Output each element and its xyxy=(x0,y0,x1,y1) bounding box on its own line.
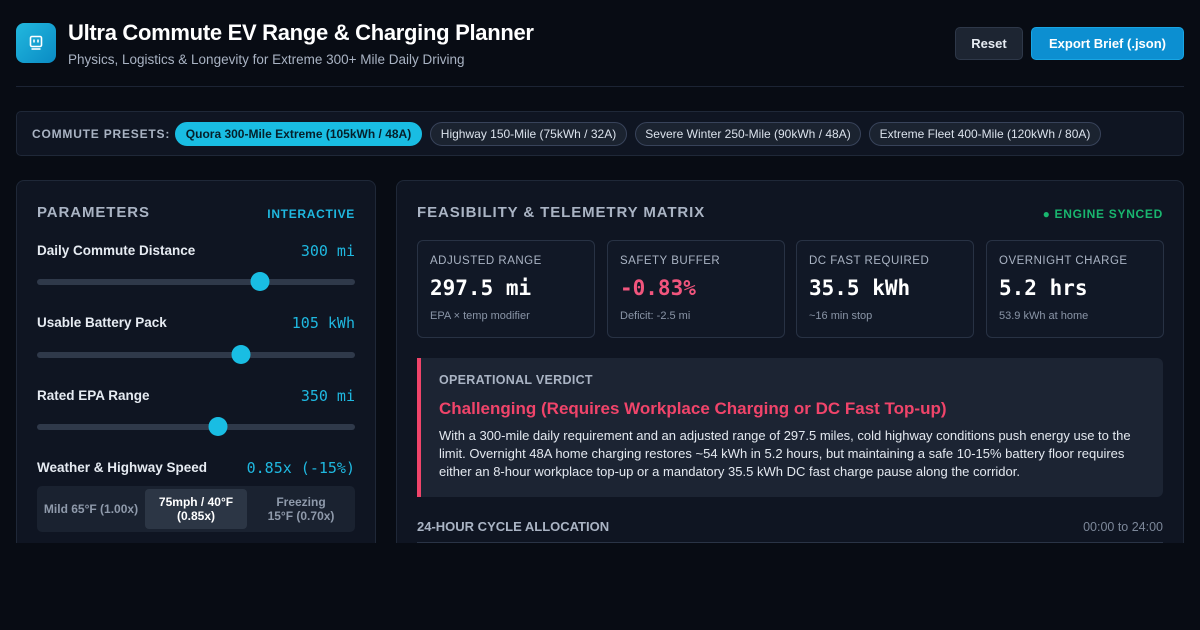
interactive-tag: INTERACTIVE xyxy=(267,207,355,221)
charger-icon xyxy=(29,35,43,50)
commute-distance-thumb[interactable] xyxy=(250,272,270,291)
epa-range-value: 350 mi xyxy=(300,387,355,405)
card-label: ADJUSTED RANGE xyxy=(430,255,542,267)
battery-pack-label: Usable Battery Pack xyxy=(37,315,167,330)
app-logo xyxy=(16,23,56,63)
battery-pack-value: 105 kWh xyxy=(291,314,355,332)
weather-speed-value: 0.85x (-15%) xyxy=(246,459,355,477)
parameters-panel: PARAMETERS INTERACTIVE Daily Commute Dis… xyxy=(16,180,376,630)
card-value: -0.83% xyxy=(620,276,696,300)
operational-verdict: OPERATIONAL VERDICT Challenging (Require… xyxy=(417,358,1163,497)
dc-fast-required-card: DC FAST REQUIRED 35.5 kWh ~16 min stop xyxy=(796,240,974,338)
page-subtitle: Physics, Logistics & Longevity for Extre… xyxy=(68,52,465,67)
battery-pack-slider[interactable] xyxy=(37,345,355,364)
viewport-cutoff xyxy=(0,543,1200,630)
card-label: DC FAST REQUIRED xyxy=(809,255,930,267)
weather-speed-selector: Mild 65°F (1.00x) 75mph / 40°F (0.85x) F… xyxy=(37,486,355,532)
verdict-label: OPERATIONAL VERDICT xyxy=(439,373,593,387)
adjusted-range-card: ADJUSTED RANGE 297.5 mi EPA × temp modif… xyxy=(417,240,595,338)
weather-option-highway-cold[interactable]: 75mph / 40°F (0.85x) xyxy=(145,489,247,529)
epa-range-label: Rated EPA Range xyxy=(37,388,150,403)
overnight-charge-card: OVERNIGHT CHARGE 5.2 hrs 53.9 kWh at hom… xyxy=(986,240,1164,338)
card-sub: Deficit: -2.5 mi xyxy=(620,310,691,322)
engine-status-badge: ● ENGINE SYNCED xyxy=(1042,207,1163,221)
card-label: OVERNIGHT CHARGE xyxy=(999,255,1128,267)
weather-option-mild[interactable]: Mild 65°F (1.00x) xyxy=(43,502,139,516)
battery-pack-thumb[interactable] xyxy=(231,345,251,364)
page-title: Ultra Commute EV Range & Charging Planne… xyxy=(68,20,534,45)
verdict-title: Challenging (Requires Workplace Charging… xyxy=(439,399,947,418)
presets-label: COMMUTE PRESETS: xyxy=(32,127,171,141)
verdict-body: With a 300-mile daily requirement and an… xyxy=(439,428,1131,479)
preset-chip-quora-300[interactable]: Quora 300-Mile Extreme (105kWh / 48A) xyxy=(175,122,422,146)
parameters-title: PARAMETERS xyxy=(37,204,150,221)
preset-chip-highway-150[interactable]: Highway 150-Mile (75kWh / 32A) xyxy=(430,122,627,146)
commute-distance-label: Daily Commute Distance xyxy=(37,243,196,258)
epa-range-thumb[interactable] xyxy=(208,417,228,436)
export-brief-button[interactable]: Export Brief (.json) xyxy=(1031,27,1184,60)
matrix-title: FEASIBILITY & TELEMETRY MATRIX xyxy=(417,204,706,221)
card-value: 35.5 kWh xyxy=(809,276,911,300)
cycle-divider xyxy=(417,542,1163,543)
card-label: SAFETY BUFFER xyxy=(620,255,721,267)
commute-distance-slider[interactable] xyxy=(37,272,355,291)
card-value: 297.5 mi xyxy=(430,276,532,300)
card-sub: 53.9 kWh at home xyxy=(999,310,1089,322)
epa-range-slider[interactable] xyxy=(37,417,355,436)
weather-speed-label: Weather & Highway Speed xyxy=(37,460,208,475)
safety-buffer-card: SAFETY BUFFER -0.83% Deficit: -2.5 mi xyxy=(607,240,785,338)
card-sub: ~16 min stop xyxy=(809,310,873,322)
commute-distance-value: 300 mi xyxy=(300,242,355,260)
card-value: 5.2 hrs xyxy=(999,276,1088,300)
weather-option-freezing[interactable]: Freezing 15°F (0.70x) xyxy=(267,495,335,523)
header: Ultra Commute EV Range & Charging Planne… xyxy=(16,0,1184,87)
preset-chip-extreme-fleet-400[interactable]: Extreme Fleet 400-Mile (120kWh / 80A) xyxy=(869,122,1101,146)
cycle-allocation-label: 24-HOUR CYCLE ALLOCATION xyxy=(417,519,610,534)
commute-presets-bar: COMMUTE PRESETS: Quora 300-Mile Extreme … xyxy=(16,111,1184,156)
cycle-time-range: 00:00 to 24:00 xyxy=(1083,520,1163,534)
preset-chip-severe-winter-250[interactable]: Severe Winter 250-Mile (90kWh / 48A) xyxy=(635,122,861,146)
reset-button[interactable]: Reset xyxy=(955,27,1023,60)
card-sub: EPA × temp modifier xyxy=(430,310,530,322)
